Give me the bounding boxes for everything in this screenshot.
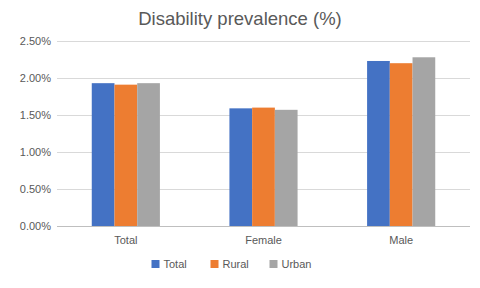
bar [390,63,413,226]
x-tick-label: Total [114,234,137,246]
bar [229,108,252,226]
background [0,0,480,288]
legend-swatch [152,260,160,268]
bar [367,61,390,226]
bar [92,83,115,226]
bar [114,85,137,226]
bar [275,110,298,226]
legend-label: Rural [223,258,249,270]
grid-line [57,41,470,42]
legend: Total Rural Urban [152,258,312,270]
bar [252,108,275,226]
y-tick-label: 0.50% [20,183,51,195]
legend-label: Urban [282,258,312,270]
x-tick-label: Male [389,234,413,246]
legend-swatch [270,260,278,268]
y-tick-label: 0.00% [20,220,51,232]
y-tick-label: 2.00% [20,72,51,84]
bars [92,57,435,226]
y-tick-label: 1.50% [20,109,51,121]
bar [137,83,160,226]
chart-svg: Disability prevalence (%) 0.00% 0.50% 1.00%… [0,0,480,288]
y-tick-label: 2.50% [20,35,51,47]
y-tick-label: 1.00% [20,146,51,158]
x-tick-label: Female [245,234,282,246]
legend-label: Total [164,258,187,270]
title: Disability prevalence (%) [138,8,342,29]
chart-container: Disability prevalence (%) 0.00% 0.50% 1.00%… [0,0,480,288]
bar [413,57,436,226]
legend-swatch [211,260,219,268]
